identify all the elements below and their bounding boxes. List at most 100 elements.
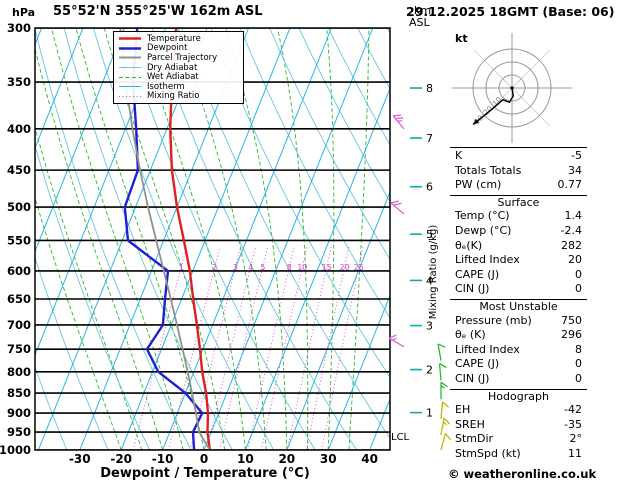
- pressure-tick-label: 1000: [0, 443, 31, 457]
- stats-value: -42: [564, 403, 582, 417]
- stats-row: θₑ(K) 282: [450, 239, 587, 254]
- isotherm-line: [244, 87, 390, 450]
- datetime-title: 29.12.2025 18GMT (Base: 06): [406, 4, 615, 19]
- stats-label: Lifted Index: [455, 253, 520, 267]
- stats-row: CIN (J) 0: [450, 282, 587, 297]
- km-tick-label: 1: [426, 407, 433, 420]
- stats-row: PW (cm) 0.77: [450, 178, 587, 193]
- stats-section-header: Surface: [450, 194, 587, 210]
- mixing-ratio-value-label: 20: [339, 263, 349, 272]
- stats-label: EH: [455, 403, 471, 417]
- wind-barb: [438, 362, 447, 381]
- stats-label: PW (cm): [455, 178, 502, 192]
- wind-barb: [440, 417, 451, 436]
- stats-value: 11: [568, 446, 582, 460]
- stats-row: Pressure (mb) 750: [450, 314, 587, 329]
- stats-row: SREH -35: [450, 418, 587, 433]
- pressure-tick-label: 450: [7, 163, 31, 177]
- stats-value: 282: [561, 238, 582, 252]
- stats-label: Lifted Index: [455, 342, 520, 356]
- stats-row: StmSpd (kt) 11: [450, 447, 587, 462]
- stats-value: 750: [561, 313, 582, 327]
- pressure-tick-label: 950: [7, 425, 31, 439]
- asl-axis-label: ASL: [409, 16, 431, 29]
- isotherm-line: [120, 28, 291, 450]
- pressure-tick-label: 400: [7, 122, 31, 136]
- temp-tick-label: 30: [320, 452, 337, 466]
- pressure-tick-label: 300: [7, 21, 31, 35]
- skewt-grid: [35, 28, 390, 450]
- legend-item: Isotherm: [118, 82, 239, 92]
- pressure-tick-label: 800: [7, 365, 31, 379]
- stats-value: 34: [568, 163, 582, 177]
- stats-value: 1.4: [564, 209, 583, 223]
- temp-tick-label: 10: [237, 452, 254, 466]
- km-tick-label: 3: [426, 320, 433, 333]
- mixing-ratio-value-label: 10: [297, 263, 307, 272]
- km-tick-label: 4: [426, 274, 433, 287]
- pressure-tick-label: 600: [7, 264, 31, 278]
- legend-item: Temperature: [118, 34, 239, 44]
- pressure-tick-label: 650: [7, 292, 31, 306]
- stats-label: Temp (°C): [455, 209, 510, 223]
- mixing-ratio-value-label: 15: [322, 263, 332, 272]
- stats-label: CAPE (J): [455, 357, 500, 371]
- legend-item-label: Wet Adiabat: [147, 72, 199, 83]
- mixing-ratio-line: [168, 246, 221, 450]
- stats-row: CIN (J) 0: [450, 372, 587, 387]
- pressure-tick-label: 500: [7, 200, 31, 214]
- mixing-ratio-line: [189, 246, 241, 450]
- pressure-tick-label: 350: [7, 75, 31, 89]
- wet-adiabat-line: [277, 28, 309, 450]
- pressure-tick-label: 850: [7, 386, 31, 400]
- km-tick-label: 2: [426, 364, 433, 377]
- mixing-ratio-value-label: 2: [212, 263, 217, 272]
- stats-label: θₑ (K): [455, 328, 486, 342]
- mixing-ratio-value-label: 25: [354, 263, 364, 272]
- stats-value: 296: [561, 328, 582, 342]
- temp-tick-label: -20: [110, 452, 132, 466]
- wind-barb: [437, 343, 446, 361]
- legend-item-label: Dry Adiabat: [147, 62, 198, 73]
- legend-item: Wet Adiabat: [118, 72, 239, 82]
- isotherm-line: [327, 294, 390, 450]
- stats-row: Totals Totals 34: [450, 164, 587, 179]
- stats-row: StmDir 2°: [450, 432, 587, 447]
- dry-adiabat-line: [327, 28, 390, 146]
- wind-barb: [440, 381, 448, 400]
- stats-label: CIN (J): [455, 371, 490, 385]
- km-tick-label: 8: [426, 82, 433, 95]
- stats-value: 0: [575, 357, 582, 371]
- km-axis-label: km: [414, 4, 431, 17]
- stats-table: K -5 Totals Totals 34 PW (cm) 0.77 Surface Temp…: [450, 147, 587, 461]
- mixing-ratio-line: [206, 246, 257, 450]
- lcl-marker-label: LCL: [391, 432, 410, 443]
- legend-item-label: Parcel Trajectory: [147, 52, 218, 63]
- stats-value: 2°: [569, 432, 583, 446]
- hodograph-arrowhead: [473, 119, 479, 125]
- stats-row: CAPE (J) 0: [450, 357, 587, 372]
- isotherm-line: [35, 28, 125, 253]
- wind-barb: [392, 114, 405, 130]
- temp-tick-label: 40: [361, 452, 378, 466]
- legend-item-label: Mixing Ratio: [147, 91, 200, 102]
- wet-adiabat-line: [103, 28, 226, 450]
- dry-adiabat-line: [35, 365, 68, 450]
- stats-value: 0: [575, 267, 582, 281]
- hodograph-ring: [498, 74, 526, 102]
- stats-value: 0: [575, 282, 582, 296]
- stats-label: Pressure (mb): [455, 313, 532, 327]
- plot-frame: [34, 27, 391, 451]
- isotherm-line: [286, 190, 390, 450]
- mixing-ratio-value-label: 8: [287, 263, 292, 272]
- temp-tick-label: -10: [152, 452, 174, 466]
- stats-label: SREH: [455, 417, 485, 431]
- stats-row: EH -42: [450, 403, 587, 418]
- stats-label: CIN (J): [455, 282, 490, 296]
- axis-labels: 3003504004505005506006507007508008509009…: [0, 21, 433, 466]
- legend-item-label: Isotherm: [147, 81, 185, 92]
- legend-item: Parcel Trajectory: [118, 53, 239, 63]
- wind-barb: [440, 401, 450, 419]
